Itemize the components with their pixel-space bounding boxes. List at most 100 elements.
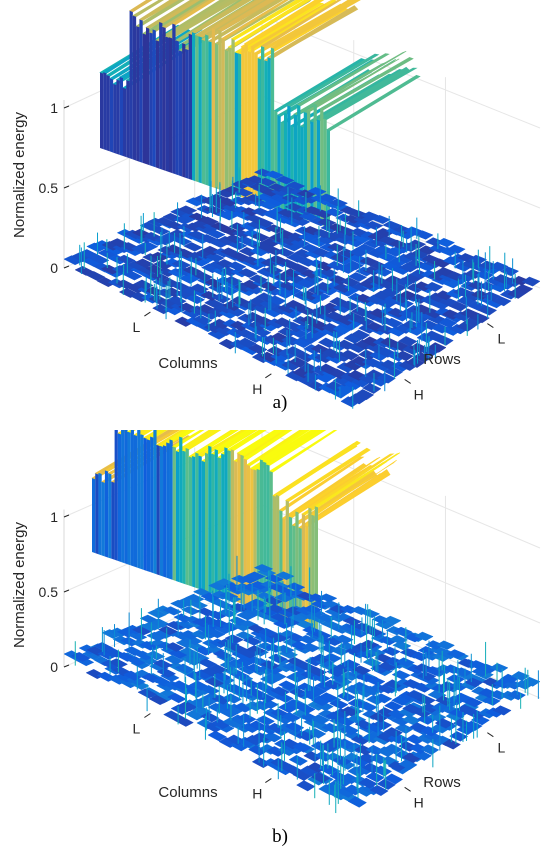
1-floor-cell — [340, 706, 360, 717]
1-z-tick — [63, 664, 70, 668]
1-surface-face — [205, 452, 209, 593]
1-floor-cell — [481, 695, 501, 706]
1-floor-cell — [296, 703, 316, 714]
0-y-tick-label: L — [497, 331, 505, 347]
1-surface-face — [117, 433, 122, 563]
0-surface-face — [169, 37, 173, 174]
1-surface-face — [227, 450, 231, 600]
0-floor-cell — [424, 281, 444, 292]
1-y-axis-label: Rows — [423, 774, 461, 791]
0-floor-cell — [355, 243, 376, 254]
0-floor-cell — [467, 254, 488, 265]
0-floor-cell — [148, 271, 169, 282]
0-floor-cell — [324, 207, 344, 217]
1-surface-face — [92, 478, 96, 554]
0-floor-cell — [489, 261, 509, 272]
1-surface-face — [188, 456, 193, 587]
1-floor-cell — [383, 743, 403, 755]
1-floor-cell — [212, 671, 232, 682]
0-floor-cell — [265, 224, 285, 234]
0-surface-face — [100, 72, 104, 150]
1-floor-cell — [217, 608, 238, 618]
1-floor-cell — [71, 652, 91, 662]
1-floor-cell — [521, 676, 541, 687]
0-surface-face — [185, 48, 189, 179]
1-floor-cell — [318, 692, 338, 703]
0-surface-face — [152, 29, 156, 168]
1-floor-cell — [383, 773, 404, 785]
0-floor-cell — [434, 335, 454, 346]
1-floor-cell — [417, 671, 437, 681]
1-floor-cell — [205, 628, 226, 639]
0-surface-face — [238, 53, 242, 198]
1-floor-cell — [395, 657, 415, 667]
0-floor-cell — [177, 205, 198, 215]
0-floor-cell — [449, 301, 469, 312]
0-surface-face — [201, 39, 206, 185]
1-floor-cell — [253, 564, 274, 573]
0-floor-cell — [318, 193, 338, 203]
0-floor-cell — [199, 216, 219, 226]
0-surface-face — [257, 58, 261, 204]
0-floor-cell — [189, 283, 210, 294]
1-floor-cell — [275, 571, 295, 581]
1-floor-cell — [463, 697, 483, 708]
0-floor-cell — [275, 247, 295, 258]
1-floor-cell — [275, 644, 295, 655]
1-caption: b) — [272, 826, 288, 847]
0-floor-cell — [344, 260, 364, 271]
0-floor-cell — [227, 261, 247, 272]
0-surface-face — [192, 32, 196, 182]
1-floor-cell — [334, 634, 354, 644]
1-z-tick-label: 0.5 — [39, 584, 59, 600]
1-surface-face — [285, 500, 289, 620]
0-floor-cell — [85, 271, 106, 281]
1-floor-cell — [383, 701, 404, 712]
0-surface-face — [215, 43, 219, 190]
0-x-axis-label: Columns — [158, 355, 217, 372]
0-z-tick — [63, 105, 70, 109]
0-z-axis-label: Normalized energy — [11, 112, 28, 238]
0-surface-face — [313, 103, 317, 224]
0-floor-cell — [414, 230, 434, 240]
0-y-axis-label: Rows — [423, 351, 461, 368]
1-surface-face — [121, 430, 125, 564]
0-surface-face — [126, 80, 130, 159]
1-floor-cell — [341, 659, 361, 669]
1-floor-cell — [365, 771, 385, 783]
1-x-tick-label: H — [252, 786, 262, 802]
1-surface-face — [182, 450, 186, 585]
0-surface-face — [198, 36, 202, 184]
0-surface-face — [241, 46, 245, 199]
surface-plot-a-svg: L H H L 0 0.5 1 Normalized energy Columns Rows a) — [11, 0, 541, 413]
0-x-tick — [144, 311, 151, 317]
0-y-tick — [404, 379, 411, 384]
1-floor-cell — [255, 715, 276, 726]
0-surface-face — [162, 26, 166, 171]
1-floor-cell — [307, 685, 327, 696]
1-surface-face — [201, 460, 205, 591]
1-z-tick-label: 0 — [50, 659, 58, 675]
1-floor-cell — [381, 646, 401, 657]
1-floor-cell — [318, 593, 338, 603]
1-surface-strip — [207, 430, 239, 448]
1-floor-cell — [388, 634, 409, 645]
1-floor-cell — [188, 600, 209, 610]
0-surface-face — [211, 28, 215, 189]
1-surface-face — [166, 442, 170, 579]
1-floor-cell — [420, 744, 440, 755]
1-floor-cell — [393, 626, 413, 637]
1-floor-cell — [246, 571, 266, 581]
0-surface-face — [221, 38, 225, 192]
1-surface-face — [104, 470, 109, 558]
0-floor-cell — [205, 229, 226, 239]
0-surface-face — [129, 10, 133, 160]
1-floor-cell — [310, 714, 331, 725]
1-surface-strip — [275, 440, 361, 497]
0-z-tick-label: 0 — [50, 260, 58, 276]
0-floor-cell — [354, 389, 375, 401]
0-z-tick-label: 1 — [50, 100, 58, 116]
1-floor-cell — [158, 625, 178, 636]
1-surface-face — [214, 449, 218, 596]
0-surface-face — [132, 15, 137, 161]
